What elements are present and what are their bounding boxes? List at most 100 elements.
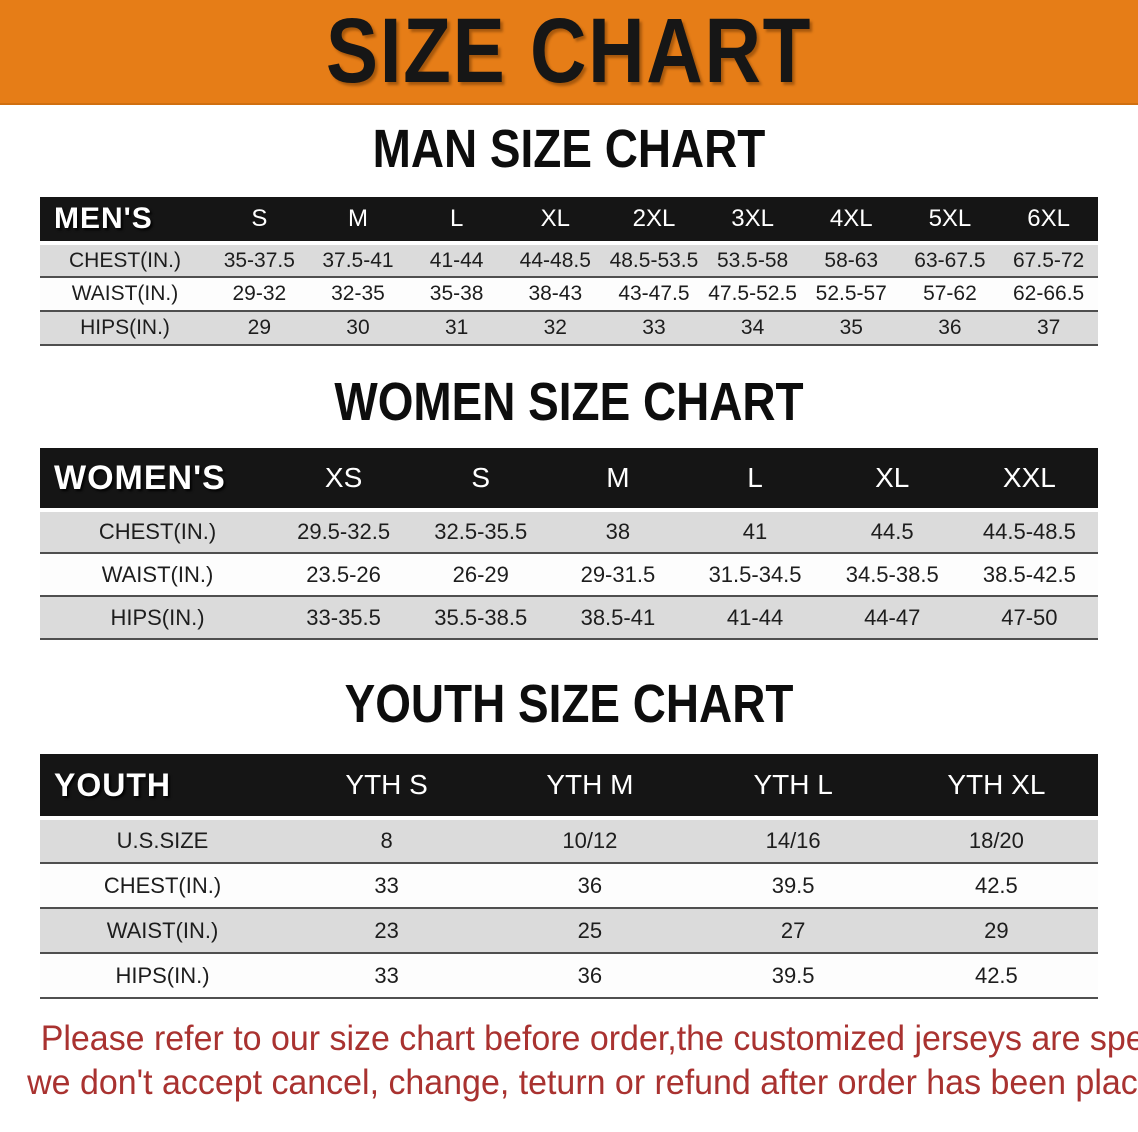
size-cell: 32-35 bbox=[308, 277, 408, 312]
size-cell: 33-35.5 bbox=[275, 596, 413, 640]
size-cell: 23 bbox=[285, 908, 489, 954]
table-row: HIPS(IN.) 33-35.5 35.5-38.5 38.5-41 41-4… bbox=[40, 596, 1098, 640]
size-cell: 29-31.5 bbox=[549, 553, 687, 597]
table-row: CHEST(IN.) 35-37.5 37.5-41 41-44 44-48.5… bbox=[40, 243, 1098, 278]
size-cell: 52.5-57 bbox=[801, 277, 901, 312]
size-cell: 41-44 bbox=[407, 243, 506, 278]
women-header-row: WOMEN'S XS S M L XL XXL bbox=[40, 448, 1098, 512]
size-cell: 57-62 bbox=[900, 277, 1000, 312]
size-cell: 38.5-41 bbox=[549, 596, 687, 640]
youth-size-table: YOUTH YTH S YTH M YTH L YTH XL U.S.SIZE … bbox=[40, 754, 1098, 999]
size-cell: 29 bbox=[210, 311, 309, 346]
size-cell: 53.5-58 bbox=[703, 243, 802, 278]
table-row: CHEST(IN.) 33 36 39.5 42.5 bbox=[40, 863, 1098, 909]
size-cell: 31 bbox=[407, 311, 506, 346]
men-size-col-m: M bbox=[308, 197, 408, 245]
size-cell: 27 bbox=[691, 908, 895, 954]
row-label: HIPS(IN.) bbox=[40, 953, 285, 999]
table-row: WAIST(IN.) 29-32 32-35 35-38 38-43 43-47… bbox=[40, 277, 1098, 312]
table-row: HIPS(IN.) 29 30 31 32 33 34 35 36 37 bbox=[40, 311, 1098, 346]
men-section-heading: MAN SIZE CHART bbox=[372, 119, 766, 179]
size-cell: 34.5-38.5 bbox=[823, 553, 961, 597]
size-cell: 39.5 bbox=[691, 953, 895, 999]
size-cell: 23.5-26 bbox=[275, 553, 413, 597]
women-size-col-m: M bbox=[549, 448, 687, 512]
table-row: WAIST(IN.) 23 25 27 29 bbox=[40, 908, 1098, 954]
youth-size-col-m: YTH M bbox=[488, 754, 692, 820]
size-cell: 8 bbox=[285, 818, 489, 864]
size-cell: 47.5-52.5 bbox=[703, 277, 802, 312]
men-size-col-xl: XL bbox=[505, 197, 605, 245]
men-size-col-l: L bbox=[407, 197, 506, 245]
size-cell: 67.5-72 bbox=[999, 243, 1098, 278]
banner: SIZE CHART bbox=[0, 0, 1138, 105]
men-section-heading-wrap: MAN SIZE CHART bbox=[0, 121, 1138, 177]
size-cell: 36 bbox=[488, 953, 692, 999]
size-cell: 35-37.5 bbox=[210, 243, 309, 278]
size-cell: 42.5 bbox=[894, 953, 1098, 999]
youth-table-label: YOUTH bbox=[40, 754, 285, 820]
women-size-col-xl: XL bbox=[823, 448, 961, 512]
row-label: U.S.SIZE bbox=[40, 818, 285, 864]
size-cell: 36 bbox=[900, 311, 1000, 346]
size-cell: 18/20 bbox=[894, 818, 1098, 864]
size-cell: 25 bbox=[488, 908, 692, 954]
size-cell: 42.5 bbox=[894, 863, 1098, 909]
size-cell: 30 bbox=[308, 311, 408, 346]
size-cell: 43-47.5 bbox=[604, 277, 704, 312]
men-size-col-3xl: 3XL bbox=[703, 197, 802, 245]
youth-section-heading: YOUTH SIZE CHART bbox=[344, 674, 794, 734]
size-cell: 32.5-35.5 bbox=[412, 510, 550, 554]
size-cell: 31.5-34.5 bbox=[686, 553, 824, 597]
size-cell: 35 bbox=[801, 311, 901, 346]
youth-section-heading-wrap: YOUTH SIZE CHART bbox=[0, 676, 1138, 732]
women-size-col-xxl: XXL bbox=[960, 448, 1098, 512]
size-cell: 34 bbox=[703, 311, 802, 346]
table-row: WAIST(IN.) 23.5-26 26-29 29-31.5 31.5-34… bbox=[40, 553, 1098, 597]
size-cell: 38.5-42.5 bbox=[960, 553, 1098, 597]
size-cell: 10/12 bbox=[488, 818, 692, 864]
size-cell: 44.5-48.5 bbox=[960, 510, 1098, 554]
row-label: CHEST(IN.) bbox=[40, 243, 210, 278]
size-cell: 58-63 bbox=[801, 243, 901, 278]
row-label: CHEST(IN.) bbox=[40, 510, 275, 554]
row-label: WAIST(IN.) bbox=[40, 553, 275, 597]
size-cell: 37 bbox=[999, 311, 1098, 346]
women-section-heading: WOMEN SIZE CHART bbox=[334, 372, 804, 432]
youth-header-row: YOUTH YTH S YTH M YTH L YTH XL bbox=[40, 754, 1098, 820]
size-cell: 32 bbox=[505, 311, 605, 346]
women-section-heading-wrap: WOMEN SIZE CHART bbox=[0, 374, 1138, 430]
size-cell: 47-50 bbox=[960, 596, 1098, 640]
row-label: WAIST(IN.) bbox=[40, 277, 210, 312]
size-cell: 29.5-32.5 bbox=[275, 510, 413, 554]
women-size-col-xs: XS bbox=[275, 448, 413, 512]
men-size-col-5xl: 5XL bbox=[900, 197, 1000, 245]
size-cell: 37.5-41 bbox=[308, 243, 408, 278]
size-cell: 63-67.5 bbox=[900, 243, 1000, 278]
size-cell: 35-38 bbox=[407, 277, 506, 312]
size-cell: 33 bbox=[285, 953, 489, 999]
size-cell: 29-32 bbox=[210, 277, 309, 312]
size-cell: 39.5 bbox=[691, 863, 895, 909]
youth-size-col-s: YTH S bbox=[285, 754, 489, 820]
size-cell: 48.5-53.5 bbox=[604, 243, 704, 278]
size-cell: 62-66.5 bbox=[999, 277, 1098, 312]
disclaimer-line-1: Please refer to our size chart before or… bbox=[40, 1019, 1138, 1058]
men-header-row: MEN'S S M L XL 2XL 3XL 4XL 5XL 6XL bbox=[40, 197, 1098, 245]
youth-size-col-l: YTH L bbox=[691, 754, 895, 820]
size-cell: 38 bbox=[549, 510, 687, 554]
row-label: HIPS(IN.) bbox=[40, 596, 275, 640]
women-size-col-s: S bbox=[412, 448, 550, 512]
size-cell: 41-44 bbox=[686, 596, 824, 640]
men-size-col-4xl: 4XL bbox=[801, 197, 901, 245]
disclaimer-text: Please refer to our size chart before or… bbox=[0, 1017, 1138, 1105]
youth-size-col-xl: YTH XL bbox=[894, 754, 1098, 820]
row-label: HIPS(IN.) bbox=[40, 311, 210, 346]
page-title: SIZE CHART bbox=[325, 0, 813, 102]
disclaimer-line-2: we don't accept cancel, change, teturn o… bbox=[27, 1063, 1138, 1102]
size-cell: 33 bbox=[604, 311, 704, 346]
size-cell: 26-29 bbox=[412, 553, 550, 597]
table-row: U.S.SIZE 8 10/12 14/16 18/20 bbox=[40, 818, 1098, 864]
size-cell: 35.5-38.5 bbox=[412, 596, 550, 640]
women-table-label: WOMEN'S bbox=[40, 448, 275, 512]
